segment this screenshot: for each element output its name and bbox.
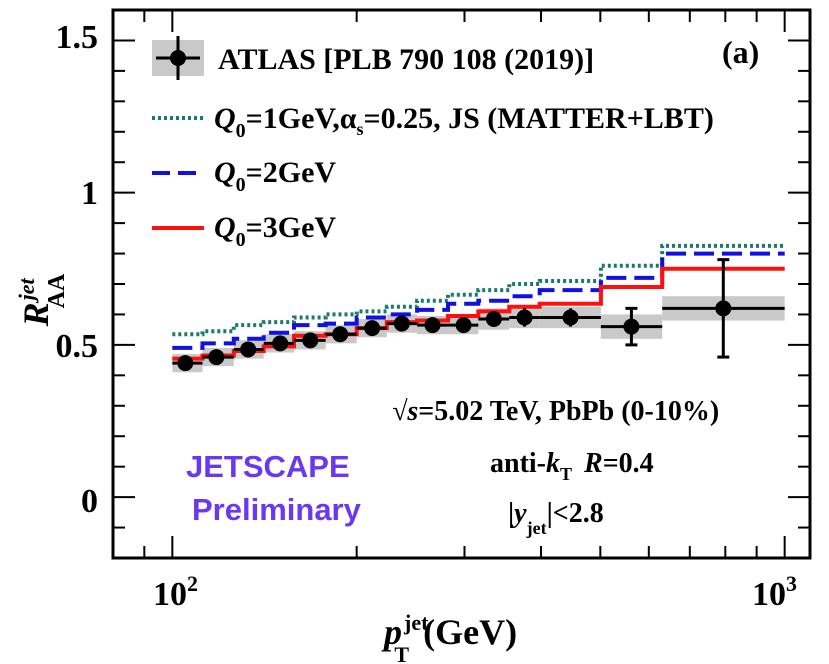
data-point — [208, 349, 225, 366]
data-point — [424, 317, 441, 334]
data-point — [623, 318, 640, 335]
x-tick-label-1000: 103 — [752, 571, 797, 613]
data-point — [562, 309, 579, 326]
legend-q0-2gev-label: Q0=2GeV — [214, 156, 336, 196]
data-series — [172, 258, 785, 372]
data-point — [364, 320, 381, 337]
legend-entry-q0-1gev: Q0=1GeV,αs=0.25, JS (MATTER+LBT) — [152, 102, 714, 142]
panel-label: (a) — [722, 34, 759, 70]
energy-annotation: √s=5.02 TeV, PbPb (0-10%) — [392, 396, 719, 427]
legend-entry-q0-3gev: Q0=3GeV — [152, 211, 336, 251]
y-axis-label: Rjet AA — [14, 273, 70, 327]
legend-entry-q0-2gev: Q0=2GeV — [152, 156, 336, 196]
rapidity-annotation: |yjet|<2.8 — [508, 498, 604, 538]
preliminary-label: Preliminary — [192, 492, 362, 527]
y-tick-label-1.5: 1.5 — [56, 19, 99, 56]
y-tick-label-1: 1 — [81, 175, 98, 212]
data-point — [332, 326, 349, 343]
annotations: √s=5.02 TeV, PbPb (0-10%) anti-kT R=0.4 |… — [186, 396, 719, 538]
data-point — [302, 332, 319, 349]
legend-q0-1gev-label: Q0=1GeV,αs=0.25, JS (MATTER+LBT) — [214, 102, 714, 142]
data-point — [177, 355, 194, 372]
x-axis-label: pjet T(GeV) — [381, 610, 517, 664]
data-point — [455, 317, 472, 334]
jetscape-label: JETSCAPE — [186, 449, 350, 484]
y-tick-labels: 1.5 1 0.5 0 — [56, 19, 99, 520]
series-line-q0-2gev — [172, 251, 785, 350]
data-point — [516, 309, 533, 326]
y-tick-label-0: 0 — [81, 483, 98, 520]
legend-atlas-label: ATLAS [PLB 790 108 (2019)] — [218, 43, 594, 76]
axis-ticks — [112, 10, 810, 558]
legend-q0-3gev-label: Q0=3GeV — [214, 211, 336, 251]
data-point — [715, 300, 732, 317]
data-point — [393, 315, 410, 332]
legend-atlas-marker — [170, 50, 186, 66]
legend-entry-atlas: ATLAS [PLB 790 108 (2019)] — [152, 36, 594, 80]
algorithm-annotation: anti-kT R=0.4 — [490, 448, 654, 484]
x-tick-label-100: 102 — [153, 571, 198, 613]
data-point — [485, 311, 502, 328]
legend: ATLAS [PLB 790 108 (2019)] Q0=1GeV,αs=0.… — [152, 36, 714, 251]
data-point — [272, 335, 289, 352]
y-tick-label-0.5: 0.5 — [56, 328, 99, 365]
data-point — [240, 341, 257, 358]
x-tick-labels: 102 103 — [153, 571, 797, 613]
